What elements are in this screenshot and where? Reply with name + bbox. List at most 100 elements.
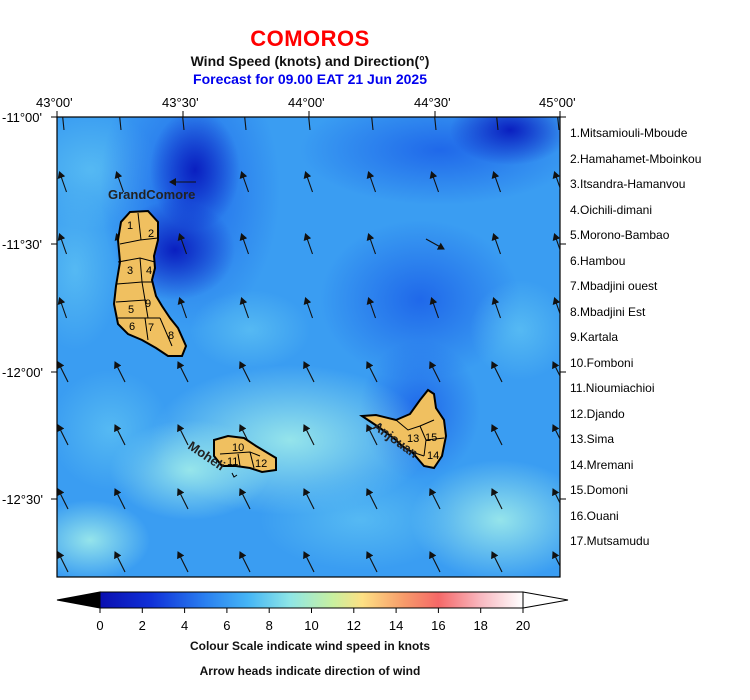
caption-colour-scale: Colour Scale indicate wind speed in knot… (189, 639, 431, 653)
colorbar-tick-label: 16 (431, 618, 445, 633)
legend-item: 16.Ouani (570, 508, 619, 523)
arrow-icon (366, 361, 378, 383)
arrow-icon (62, 117, 65, 131)
arrow-icon (177, 297, 188, 319)
arrow-icon (496, 117, 499, 131)
lat-label-12-00: -12°00' (2, 365, 43, 380)
arrow-icon (239, 171, 250, 193)
arrow-icon (308, 117, 311, 131)
axis-ticks (51, 111, 566, 500)
colorbar-tick-label: 8 (266, 618, 273, 633)
legend-item: 8.Mbadjini Est (570, 304, 646, 319)
arrow-icon (239, 233, 250, 255)
region-12-number: 12 (255, 458, 267, 470)
legend-item: 3.Itsandra-Hamanvou (570, 177, 686, 191)
region-4-number: 4 (146, 265, 152, 277)
lon-label-45-00: 45°00' (539, 95, 576, 110)
colorbar-tick-label: 10 (304, 618, 318, 633)
arrow-icon (366, 551, 378, 573)
arrow-icon (177, 361, 189, 383)
arrow-icon (552, 297, 560, 316)
arrow-icon (552, 551, 560, 568)
region-11-number: 11 (227, 456, 238, 468)
arrow-icon (177, 233, 188, 255)
arrow-icon (491, 171, 502, 193)
arrow-icon (239, 488, 251, 510)
legend-item: 11.Nioumiachioi (570, 381, 655, 395)
colorbar-tick-label: 6 (223, 618, 230, 633)
arrow-icon (491, 551, 503, 573)
arrow-icon (182, 117, 185, 131)
legend-item: 2.Hamahamet-Mboinkou (570, 151, 702, 166)
arrow-icon (491, 361, 503, 383)
arrow-icon (57, 424, 69, 446)
arrow-icon (114, 424, 126, 446)
legend-item: 13.Sima (570, 432, 615, 446)
legend-item: 15.Domoni (570, 483, 629, 497)
arrow-icon (429, 488, 441, 510)
arrow-icon (177, 551, 189, 573)
arrow-icon (239, 551, 251, 573)
island-moheli: 10 11 12 (213, 434, 277, 478)
lon-label-44-00: 44°00' (288, 95, 325, 110)
arrow-icon (429, 171, 440, 193)
forecast-time: Forecast for 09.00 EAT 21 Jun 2025 (193, 71, 427, 87)
arrow-icon (244, 117, 247, 131)
legend-item: 6.Hambou (570, 253, 626, 268)
region-13-number: 13 (407, 433, 419, 445)
arrow-icon (491, 297, 502, 319)
legend-item: 10.Fomboni (570, 355, 634, 370)
arrow-icon (491, 233, 502, 255)
legend-item: 14.Mremani (570, 457, 634, 472)
region-15-number: 15 (425, 432, 437, 444)
region-1-number: 1 (127, 220, 133, 232)
region-8-number: 8 (168, 330, 174, 342)
arrow-icon (552, 424, 560, 441)
legend-item: 17.Mutsamudu (570, 534, 650, 548)
colorbar-tick-label: 20 (516, 618, 530, 633)
arrow-icon (429, 361, 441, 383)
arrow-icon (119, 117, 122, 131)
arrow-icon (114, 171, 125, 193)
region-5-number: 5 (128, 304, 134, 316)
arrow-icon (366, 488, 378, 510)
arrow-icon (366, 424, 378, 446)
arrow-icon (57, 233, 68, 255)
arrow-icon (303, 171, 314, 193)
arrow-icon (57, 297, 68, 319)
region-7-number: 7 (148, 322, 154, 334)
arrow-icon (57, 361, 69, 383)
region-2-number: 2 (148, 228, 154, 240)
region-9-number: 9 (145, 298, 151, 310)
lon-label-43-30: 43°30' (162, 95, 199, 110)
arrow-icon (371, 117, 374, 131)
region-10-number: 10 (232, 442, 244, 454)
wind-speed-field (57, 117, 560, 577)
lon-label-43-00: 43°00' (36, 95, 73, 110)
colorbar-tick-label: 18 (473, 618, 487, 633)
region-3-number: 3 (127, 265, 133, 277)
colorbar-tick-label: 0 (96, 618, 103, 633)
region-legend: 1.Mitsamiouli-Mboude 2.Hamahamet-Mboinkou… (570, 126, 701, 560)
arrow-icon (57, 551, 69, 573)
arrow-icon (303, 488, 315, 510)
lat-label-12-30: -12°30' (2, 492, 43, 507)
arrow-icon (366, 297, 377, 319)
arrow-icon (434, 117, 437, 131)
legend-item: 4.Oichili-dimani (570, 202, 653, 217)
legend-item: 9.Kartala (570, 330, 619, 344)
arrow-icon (57, 171, 68, 193)
caption-arrow-heads: Arrow heads indicate direction of wind (199, 664, 421, 678)
arrow-icon (114, 488, 126, 510)
arrow-icon (425, 238, 445, 250)
arrow-icon (557, 117, 560, 131)
arrow-icon (429, 551, 441, 573)
legend-item: 12.Djando (570, 406, 625, 421)
colorbar-tick-label: 4 (181, 618, 188, 633)
arrow-icon (239, 297, 250, 319)
arrow-icon (177, 488, 189, 510)
arrow-icon (177, 424, 189, 446)
arrow-icon (491, 424, 503, 446)
colorbar-tick-label: 2 (139, 618, 146, 633)
